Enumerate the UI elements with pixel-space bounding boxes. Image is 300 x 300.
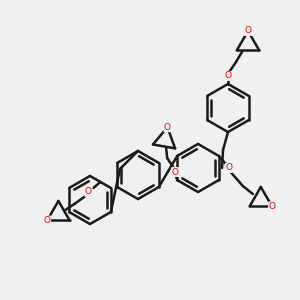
Text: O: O bbox=[44, 216, 51, 225]
Text: O: O bbox=[172, 167, 179, 176]
Text: O: O bbox=[244, 26, 251, 35]
Text: O: O bbox=[164, 123, 171, 132]
Text: O: O bbox=[85, 188, 92, 196]
Text: O: O bbox=[268, 202, 276, 211]
Text: O: O bbox=[225, 164, 232, 172]
Text: O: O bbox=[224, 71, 232, 80]
